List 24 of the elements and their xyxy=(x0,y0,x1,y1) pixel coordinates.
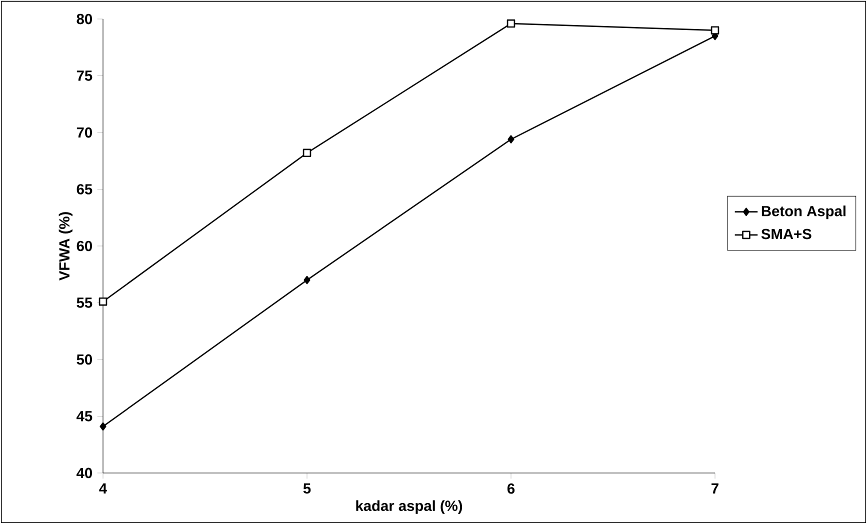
y-tick-label: 55 xyxy=(76,298,92,308)
x-tick-label: 6 xyxy=(507,483,515,494)
point xyxy=(508,135,514,144)
point xyxy=(506,19,516,28)
point xyxy=(98,297,108,306)
x-tick-label: 5 xyxy=(303,483,311,494)
x-tick-label: 7 xyxy=(712,483,718,494)
y-axis-title: VFWA (%) xyxy=(58,212,72,281)
point xyxy=(100,422,106,431)
x-axis-title: kadar aspal (%) xyxy=(356,500,462,514)
y-tick-label: 60 xyxy=(76,240,92,252)
y-tick-label: 80 xyxy=(76,14,92,24)
x-tick-label: 4 xyxy=(99,483,108,494)
point xyxy=(302,148,312,158)
y-tick-label: 70 xyxy=(76,127,92,138)
y-tick-label: 65 xyxy=(76,184,92,194)
point xyxy=(304,276,310,284)
point xyxy=(710,26,720,34)
legend-label: Beton Aspal xyxy=(762,206,846,220)
y-tick-label: 40 xyxy=(76,468,92,478)
y-tick-label: 45 xyxy=(76,411,92,422)
y-tick-label: 75 xyxy=(76,70,92,81)
y-tick-label: 50 xyxy=(76,354,92,365)
legend-label: SMA+S xyxy=(761,228,812,240)
